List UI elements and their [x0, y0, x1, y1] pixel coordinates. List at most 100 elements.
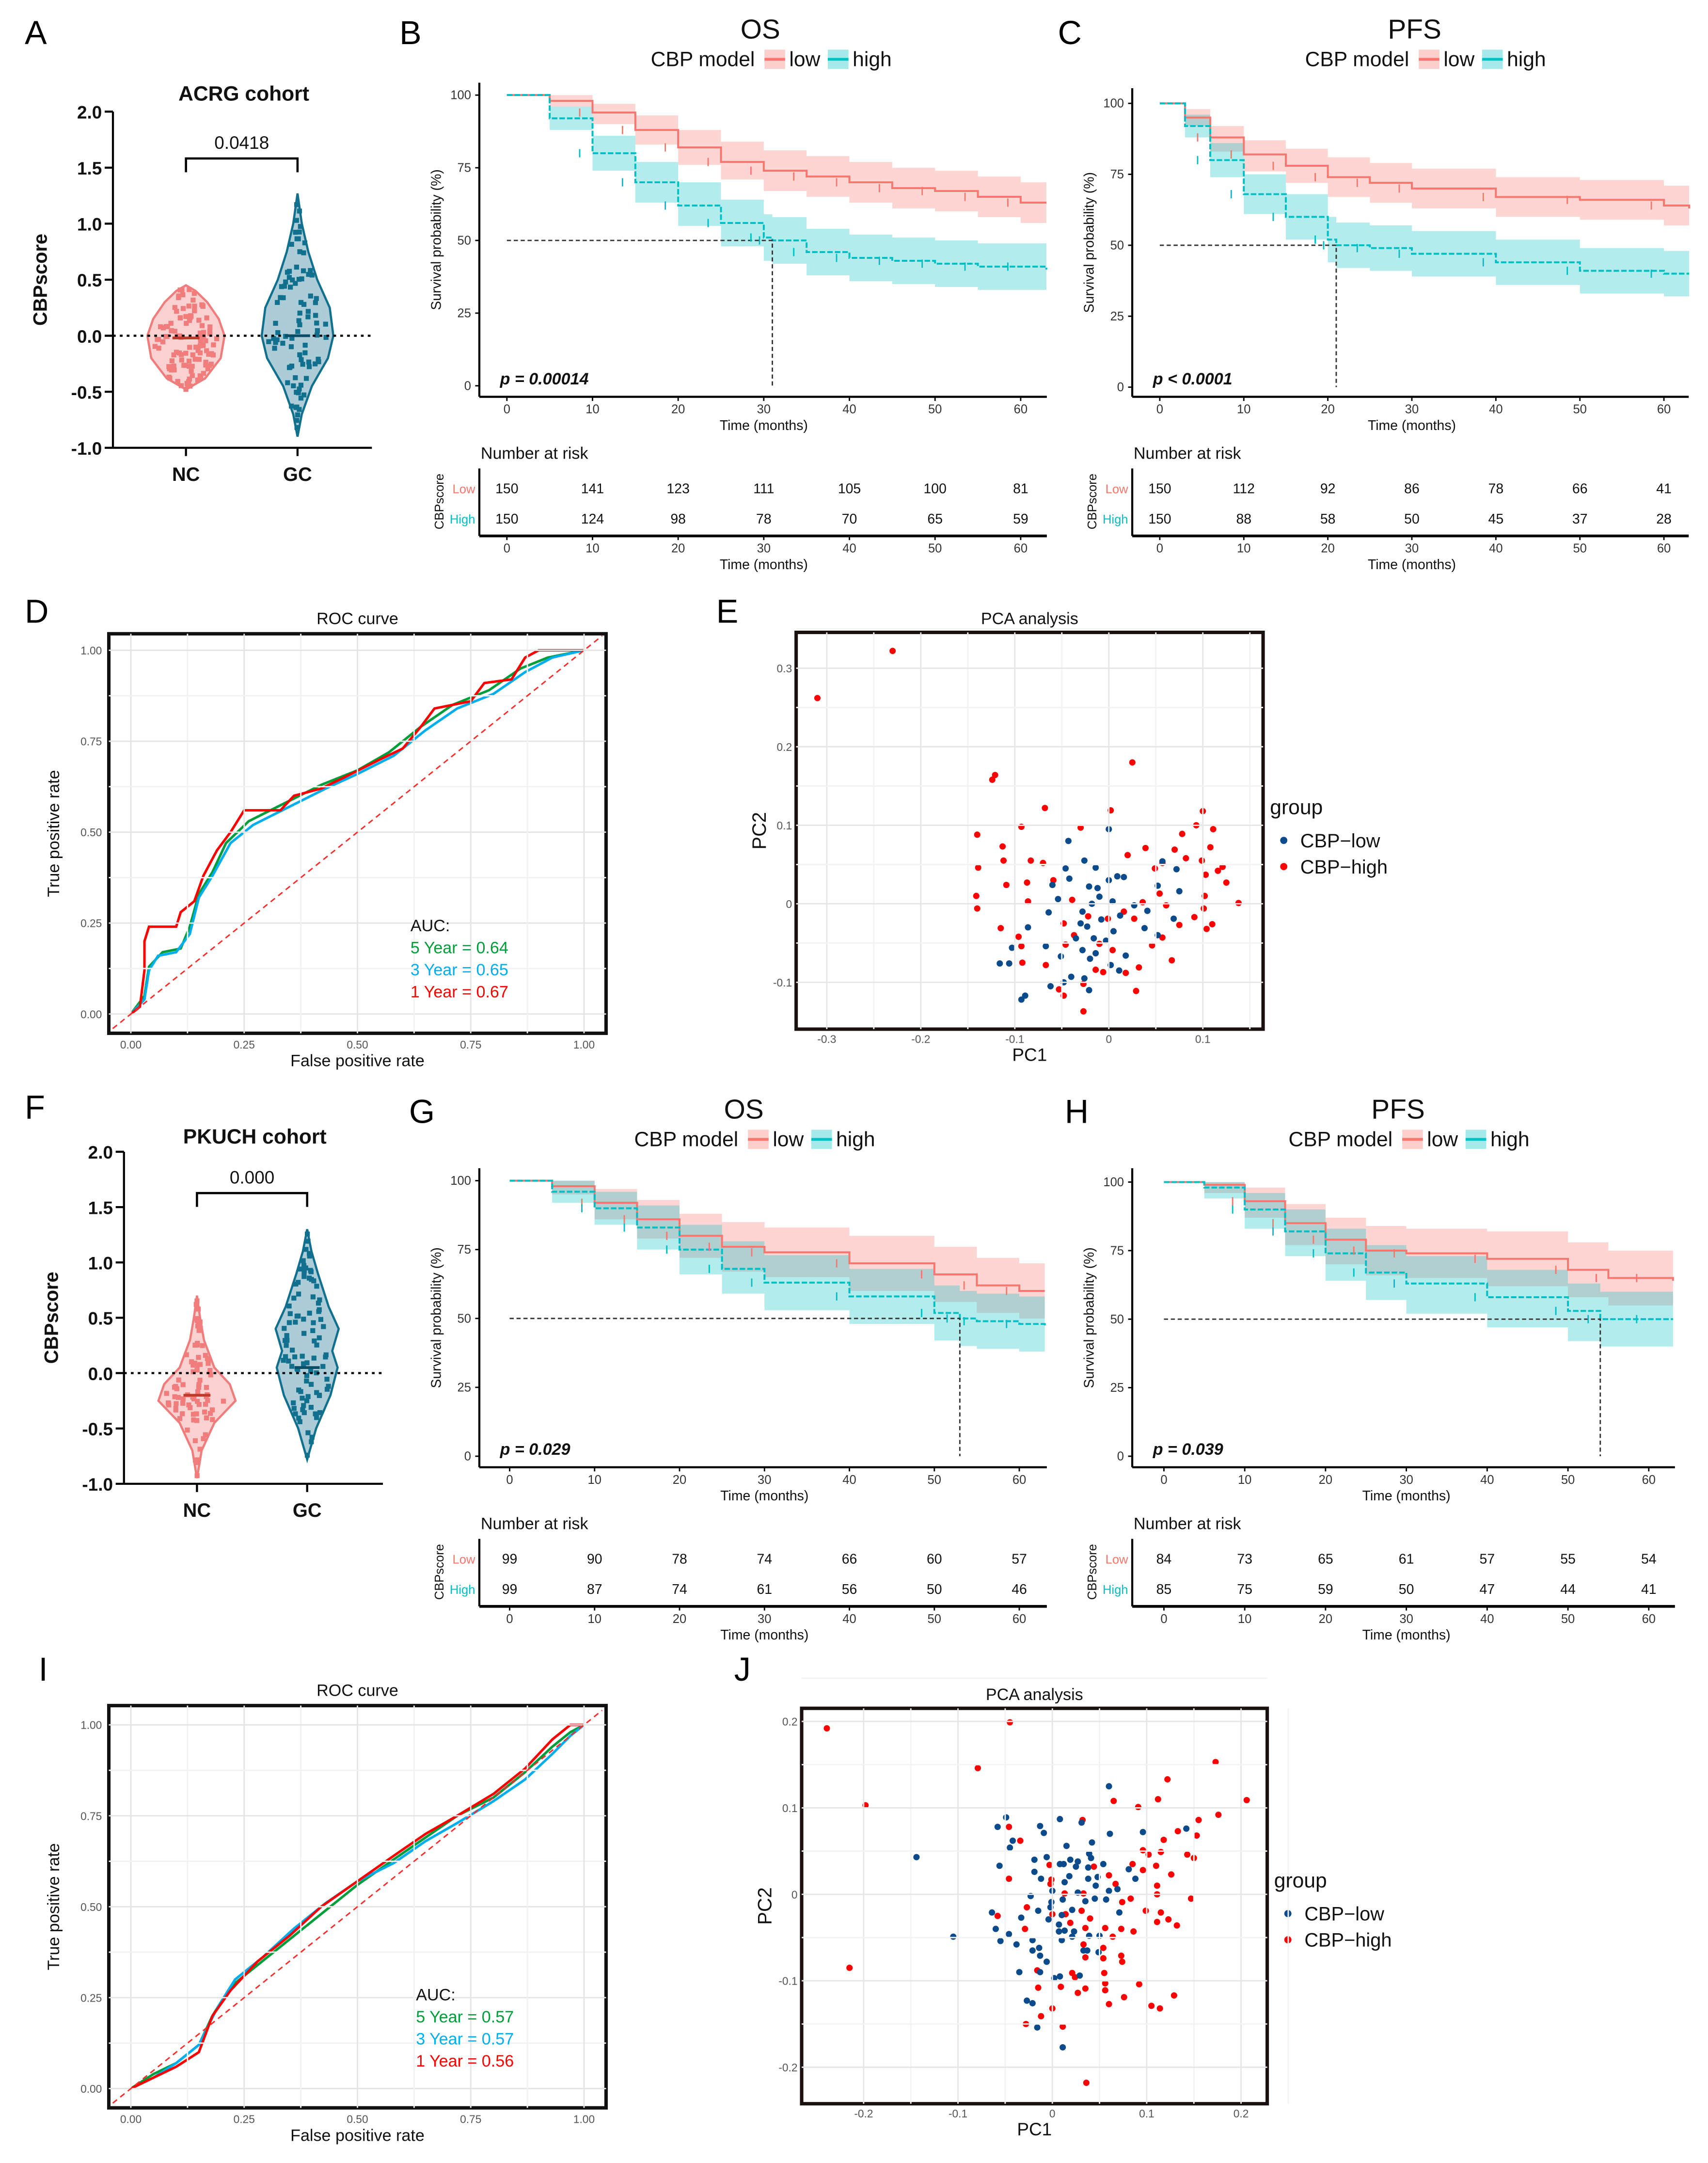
pca-point — [992, 772, 998, 779]
pca-point — [1029, 2000, 1036, 2006]
legend-marker — [1280, 863, 1288, 871]
legend-label: CBP−high — [1300, 857, 1388, 878]
y-tick-label: 0.2 — [777, 741, 792, 753]
pca-point — [1037, 1823, 1044, 1829]
violin-dot — [176, 334, 181, 339]
x-axis-label: False positive rate — [290, 2126, 425, 2145]
risk-count: 98 — [670, 511, 686, 527]
pca-point — [889, 648, 896, 654]
violin-dot — [321, 1324, 326, 1329]
violin-dot — [326, 1384, 331, 1389]
x-tick-label: -0.1 — [949, 2107, 967, 2120]
violin-dot — [314, 1370, 319, 1376]
pca-point — [992, 1925, 999, 1932]
pca-point — [997, 1938, 1004, 1944]
violin-dot — [281, 295, 286, 301]
p-value: p = 0.029 — [500, 1440, 570, 1459]
auc-title: AUC: — [411, 917, 450, 935]
violin-dot — [300, 1353, 305, 1359]
risk-x-tick-label: 50 — [928, 542, 942, 556]
pca-point — [1091, 1863, 1097, 1870]
roc-curve — [130, 649, 584, 1015]
y-tick-label: 0.25 — [80, 1991, 102, 2004]
violin-dot — [190, 1369, 196, 1374]
roc-curve — [129, 649, 585, 1015]
x-tick-label: 10 — [588, 1473, 601, 1487]
violin-dot — [197, 1362, 203, 1367]
violin-dot — [186, 358, 192, 364]
pca-point — [1061, 1927, 1068, 1934]
violin-dot — [324, 1386, 330, 1392]
risk-count: 57 — [1012, 1552, 1027, 1567]
violin-dot — [306, 359, 312, 365]
violin-dot — [314, 296, 319, 301]
violin-dot — [168, 320, 174, 326]
violin-dot — [293, 375, 298, 381]
pca-point — [1075, 1858, 1081, 1865]
risk-count: 86 — [1404, 481, 1420, 496]
y-tick-label: 0.0 — [77, 327, 102, 347]
violin-dot — [298, 1266, 303, 1272]
risk-count: 123 — [666, 481, 689, 496]
y-axis-label: Survival probability (%) — [428, 169, 444, 310]
violin-dot — [313, 1411, 318, 1416]
y-tick-label: 1.00 — [80, 644, 102, 657]
pca-point — [1060, 2023, 1066, 2030]
violin-dot — [290, 277, 295, 283]
violin-dot — [308, 268, 313, 273]
violin-dot — [294, 202, 300, 207]
violin-dot — [210, 352, 216, 358]
pca-point — [1098, 916, 1105, 923]
pca-point — [1056, 1928, 1062, 1935]
auc-label: 3 Year = 0.65 — [411, 961, 508, 979]
violin-dot — [293, 1411, 298, 1416]
ci-band-low — [506, 95, 1046, 223]
pca-point — [1080, 1890, 1087, 1897]
y-tick-label: 0.00 — [80, 2083, 102, 2095]
violin-dot — [176, 293, 181, 299]
legend-title: CBP model — [1288, 1128, 1392, 1151]
pca-point — [1069, 1907, 1075, 1913]
pca-point — [1195, 1816, 1202, 1823]
violin-dot — [180, 306, 186, 311]
violin-dot — [175, 1395, 181, 1400]
x-tick-label: 40 — [842, 403, 856, 416]
violin-dot — [311, 1320, 316, 1325]
violin-dot — [317, 1410, 323, 1415]
violin-dot — [178, 352, 184, 357]
pca-point — [1037, 1969, 1044, 1975]
y-tick-label: 0.25 — [80, 917, 102, 930]
violin-dot — [183, 387, 189, 392]
violin-dot — [297, 1419, 302, 1424]
pca-point — [1091, 1895, 1098, 1902]
y-axis-label: PC2 — [749, 812, 770, 849]
violin-dot — [313, 313, 318, 318]
risk-count: 150 — [1148, 511, 1171, 527]
legend-label: CBP−low — [1300, 830, 1380, 852]
median-survival-line — [509, 1318, 961, 1457]
pca-point — [1057, 1816, 1063, 1823]
auc-label: 3 Year = 0.57 — [416, 2030, 514, 2049]
violin-dot — [309, 1439, 314, 1445]
risk-count: 141 — [581, 481, 604, 496]
pca-point — [1013, 1941, 1020, 1948]
violin-dot — [189, 1359, 194, 1365]
risk-count: 59 — [1013, 511, 1028, 527]
violin-dot — [296, 236, 301, 241]
violin-dot — [192, 1361, 198, 1366]
violin-dot — [296, 1291, 301, 1297]
panel-label: D — [25, 593, 48, 630]
pca-point — [1044, 1958, 1050, 1965]
pca-point — [1060, 2044, 1066, 2051]
violin-dot — [174, 1401, 179, 1406]
violin-dot — [284, 1343, 289, 1348]
risk-x-tick-label: 20 — [1319, 1612, 1332, 1626]
violin-dot — [209, 1407, 215, 1413]
violin-dot — [301, 1403, 306, 1408]
survival-curve-high — [509, 1179, 1046, 1327]
risk-count: 46 — [1012, 1582, 1027, 1597]
pca-point — [1082, 1898, 1089, 1905]
violin-dot — [292, 1354, 298, 1360]
violin-dot — [301, 1317, 306, 1322]
pca-point — [1103, 1896, 1109, 1903]
